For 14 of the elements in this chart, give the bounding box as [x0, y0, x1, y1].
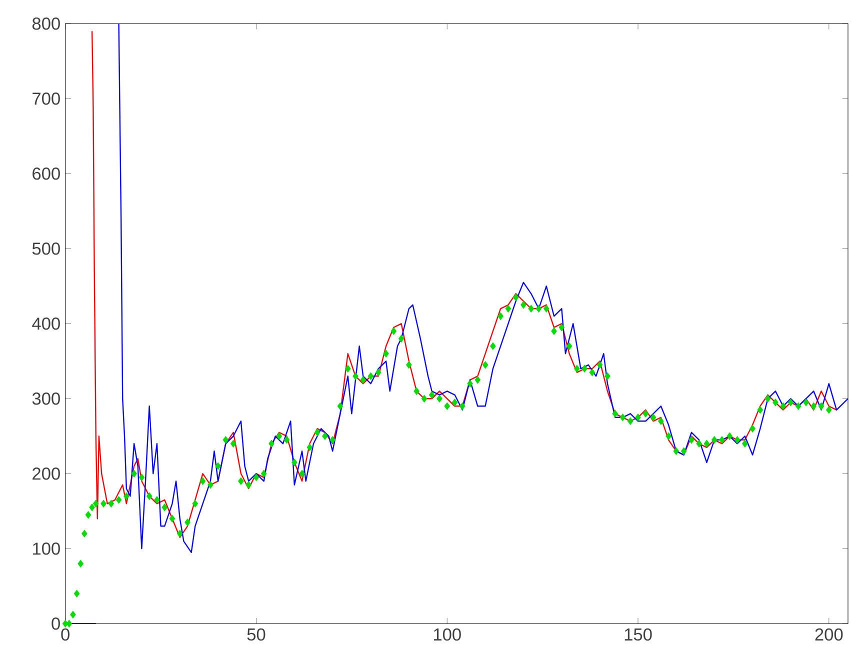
y-tick-label: 400	[32, 318, 60, 330]
y-tick-label: 500	[32, 242, 60, 255]
x-tick-label: 0	[61, 628, 70, 641]
y-tick-label: 300	[32, 392, 60, 405]
y-tick-label: 0	[52, 618, 60, 630]
y-tick-label: 200	[32, 468, 60, 480]
y-tick-label: 100	[33, 542, 60, 555]
y-tick-label: 700	[32, 92, 60, 105]
x-tick-label: 100	[434, 628, 461, 641]
x-tick-label: 200	[815, 628, 843, 641]
x-tick-label: 150	[624, 628, 652, 641]
y-tick-label: 800	[32, 18, 60, 30]
x-tick-label: 50	[247, 628, 266, 641]
y-tick-label: 600	[32, 168, 60, 180]
